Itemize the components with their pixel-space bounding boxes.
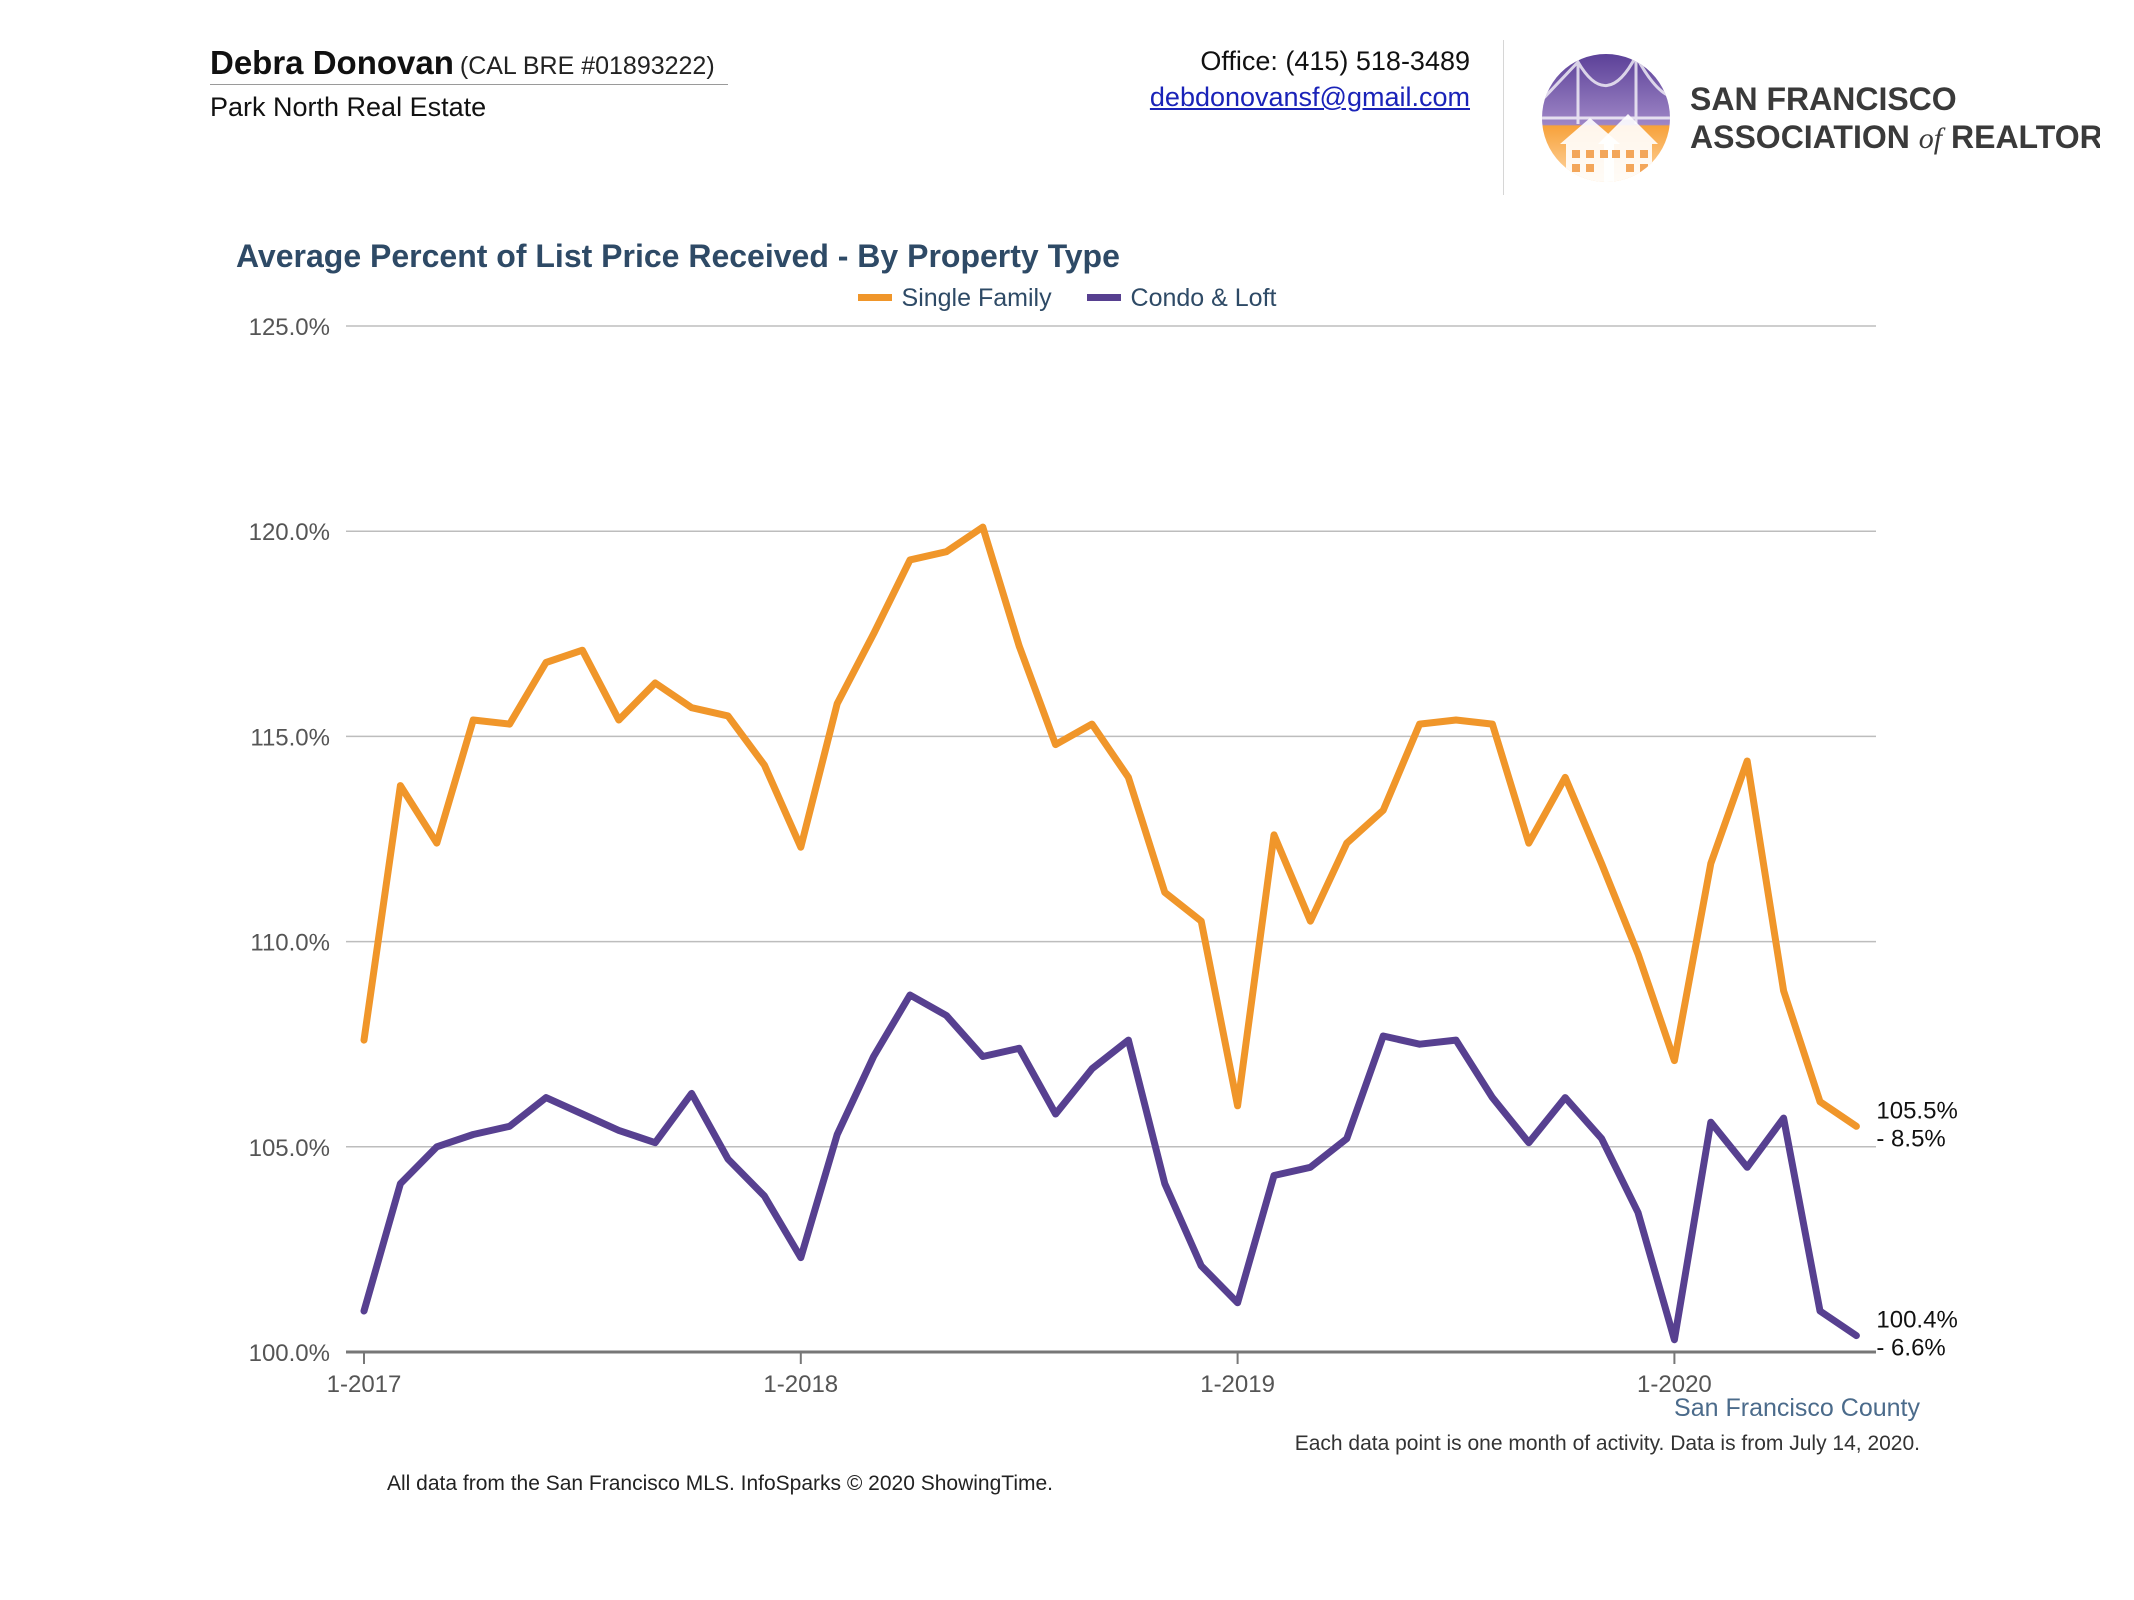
end-label-value: 105.5%: [1876, 1097, 1957, 1124]
y-tick-label: 115.0%: [250, 724, 330, 751]
x-tick-labels: 1-2017 1-2018 1-2019 1-2020: [327, 1352, 1712, 1398]
x-tick-label: 1-2018: [763, 1371, 838, 1398]
office-phone: Office: (415) 518-3489: [1200, 46, 1470, 76]
y-tick-label: 110.0%: [250, 930, 330, 957]
grid-lines: [346, 325, 1876, 1354]
x-tick-label: 1-2020: [1637, 1371, 1712, 1398]
agent-name-text: Debra Donovan: [210, 44, 454, 81]
y-tick-labels: 100.0% 105.0% 110.0% 115.0% 120.0% 125.0%: [249, 314, 330, 1367]
legend-label-single-family: Single Family: [901, 284, 1052, 312]
x-tick-label: 1-2019: [1200, 1371, 1275, 1398]
data-source: All data from the San Francisco MLS. Inf…: [386, 1472, 1053, 1495]
end-label-change: - 6.6%: [1876, 1335, 1945, 1362]
region-label: San Francisco County: [1674, 1394, 1920, 1422]
y-tick-label: 105.0%: [249, 1135, 330, 1162]
sfar-logo: SAN FRANCISCO ASSOCIATION of REALTORS ®: [1542, 54, 2100, 182]
end-labels: 105.5%- 8.5% 100.4%- 6.6%: [1876, 1097, 1957, 1361]
y-tick-label: 100.0%: [249, 1340, 330, 1367]
chart-title: Average Percent of List Price Received -…: [236, 238, 1120, 274]
agent-name-underline: [210, 84, 728, 85]
series-lines: [360, 523, 1860, 1344]
data-footnote: Each data point is one month of activity…: [1294, 1432, 1920, 1455]
chart-legend: Single Family Condo & Loft: [0, 284, 2134, 313]
legend-swatch-condo-loft: [1086, 293, 1121, 301]
x-tick-label: 1-2017: [327, 1371, 402, 1398]
header-divider: [1503, 40, 1504, 195]
agent-license: (CAL BRE #01893222): [459, 52, 715, 80]
logo-text-line2: ASSOCIATION of REALTORS ®: [1690, 119, 2100, 155]
y-tick-label: 125.0%: [249, 314, 330, 341]
legend-swatch-single-family: [857, 293, 892, 301]
end-label-change: - 8.5%: [1876, 1125, 1945, 1152]
end-label-value: 100.4%: [1876, 1307, 1957, 1334]
series-line-condo-loft: [360, 991, 1860, 1344]
series-line-single-family: [360, 523, 1860, 1130]
agent-name: Debra Donovan (CAL BRE #01893222): [210, 44, 715, 82]
legend-item-condo-loft: Condo & Loft: [1086, 284, 1277, 313]
logo-text-line1: SAN FRANCISCO: [1690, 81, 1957, 117]
agent-company: Park North Real Estate: [210, 92, 487, 122]
legend-label-condo-loft: Condo & Loft: [1130, 284, 1277, 312]
golden-gate-icon: [1542, 54, 1670, 124]
y-tick-label: 120.0%: [249, 519, 330, 546]
email-link[interactable]: debdonovansf@gmail.com: [1149, 82, 1470, 112]
legend-item-single-family: Single Family: [857, 284, 1052, 313]
